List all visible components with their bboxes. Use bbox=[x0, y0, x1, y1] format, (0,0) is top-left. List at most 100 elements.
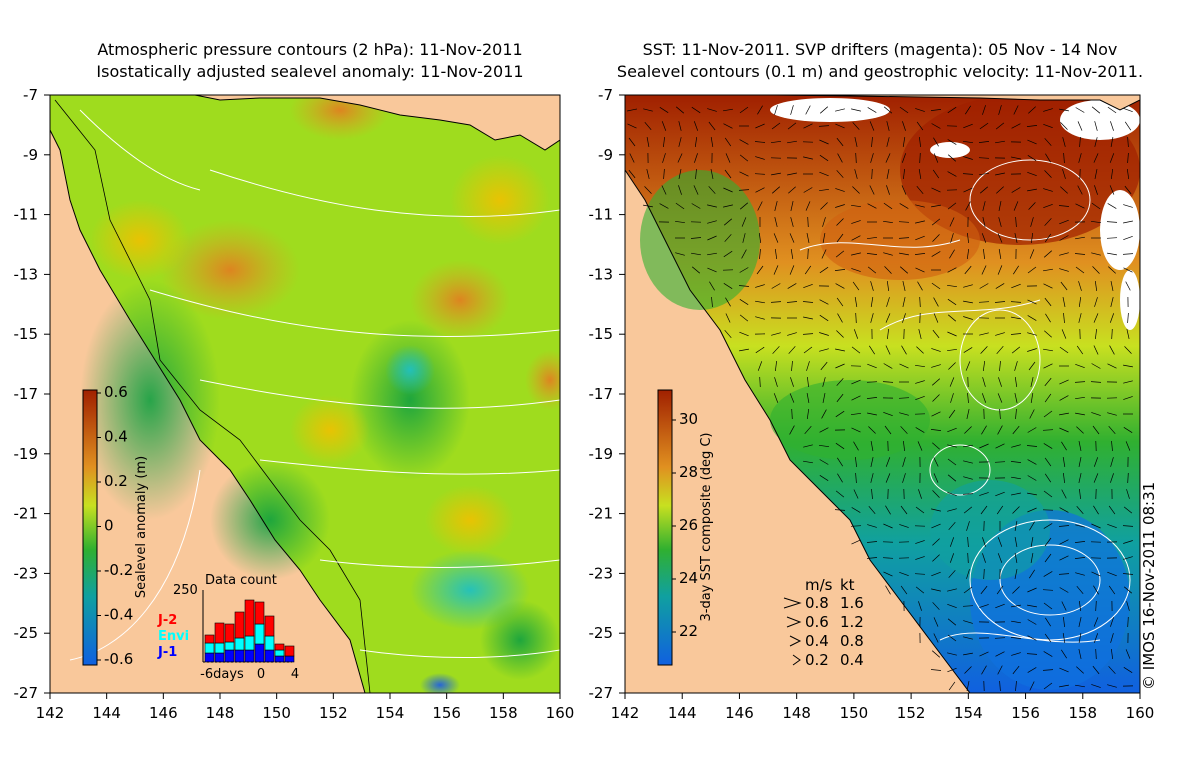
velocity-arrow bbox=[995, 283, 1005, 289]
velocity-arrow bbox=[1093, 473, 1099, 483]
left-coastline bbox=[50, 129, 366, 693]
velocity-arrow bbox=[1027, 299, 1037, 305]
velocity-arrow bbox=[996, 345, 1004, 355]
velocity-arrow bbox=[854, 297, 858, 307]
velocity-arrow bbox=[819, 154, 829, 162]
velocity-arrow bbox=[1123, 427, 1133, 433]
velocity-arrow bbox=[1011, 476, 1021, 480]
velocity-arrow bbox=[1058, 573, 1070, 575]
velocity-arrow bbox=[902, 281, 906, 291]
velocity-arrow bbox=[1091, 571, 1101, 577]
velocity-arrow bbox=[1075, 412, 1085, 416]
velocity-arrow bbox=[1095, 648, 1097, 660]
velocity-arrow bbox=[980, 346, 988, 354]
velocity-arrow bbox=[1028, 202, 1036, 210]
velocity-arrow bbox=[933, 457, 939, 467]
velocity-arrow bbox=[983, 568, 985, 580]
velocity-arrow bbox=[1092, 266, 1100, 274]
velocity-arrow bbox=[1026, 445, 1038, 447]
velocity-arrow bbox=[1045, 313, 1051, 323]
velocity-arrow bbox=[1012, 586, 1020, 594]
velocity-arrow bbox=[1027, 604, 1037, 608]
velocity-arrow bbox=[1015, 680, 1017, 692]
velocity-arrow bbox=[931, 650, 941, 658]
velocity-arrow bbox=[1010, 461, 1022, 463]
velocity-key-arrow bbox=[783, 597, 802, 609]
inset-title: Data count bbox=[205, 573, 277, 588]
inset-bar bbox=[234, 649, 245, 663]
velocity-arrow bbox=[933, 633, 939, 643]
velocity-arrow bbox=[663, 168, 665, 180]
velocity-arrow bbox=[1111, 440, 1113, 452]
x-tick-label: 146 bbox=[725, 704, 754, 722]
velocity-arrow bbox=[979, 186, 989, 194]
velocity-arrow bbox=[850, 412, 862, 416]
velocity-arrow bbox=[1107, 523, 1117, 529]
velocity-key-kt: 0.4 bbox=[840, 651, 864, 669]
inset-bar bbox=[264, 615, 275, 637]
velocity-arrow bbox=[818, 125, 830, 127]
velocity-arrow bbox=[883, 106, 893, 114]
velocity-arrow bbox=[835, 442, 845, 450]
velocity-arrow bbox=[948, 681, 956, 691]
velocity-arrow bbox=[1044, 233, 1052, 243]
velocity-arrow bbox=[1127, 616, 1129, 628]
velocity-arrow bbox=[739, 154, 749, 162]
velocity-arrow bbox=[739, 314, 749, 322]
velocity-arrow bbox=[931, 571, 941, 577]
velocity-arrow bbox=[708, 121, 716, 131]
velocity-arrow bbox=[771, 283, 781, 289]
velocity-arrow bbox=[711, 296, 713, 308]
velocity-arrow bbox=[1075, 203, 1085, 209]
velocity-arrow bbox=[1111, 328, 1113, 340]
velocity-arrow bbox=[962, 140, 974, 144]
velocity-arrow bbox=[837, 457, 843, 467]
velocity-arrow bbox=[931, 123, 941, 129]
velocity-arrow bbox=[1042, 589, 1054, 591]
velocity-arrow bbox=[851, 108, 861, 112]
velocity-arrow bbox=[723, 123, 733, 129]
velocity-arrow bbox=[851, 379, 861, 385]
velocity-arrow bbox=[899, 524, 909, 528]
velocity-arrow bbox=[757, 105, 763, 115]
left-pressure-contours bbox=[69, 109, 560, 661]
velocity-arrow bbox=[919, 296, 921, 308]
velocity-arrow bbox=[772, 346, 780, 354]
velocity-arrow bbox=[995, 140, 1005, 144]
velocity-arrow bbox=[1061, 441, 1067, 451]
velocity-arrow bbox=[820, 361, 828, 371]
velocity-arrow bbox=[1107, 252, 1117, 256]
velocity-arrow bbox=[999, 408, 1001, 420]
velocity-arrow bbox=[1043, 602, 1053, 610]
inset-bar bbox=[224, 623, 235, 643]
velocity-arrow bbox=[1027, 459, 1037, 465]
velocity-arrow bbox=[1013, 201, 1019, 211]
velocity-arrow bbox=[710, 169, 714, 179]
velocity-arrow bbox=[903, 440, 905, 452]
velocity-arrow bbox=[675, 106, 685, 114]
velocity-arrow bbox=[1108, 425, 1116, 435]
velocity-arrow bbox=[1110, 297, 1114, 307]
colorbar-tick-label: -0.4 bbox=[104, 606, 133, 624]
velocity-arrow bbox=[982, 377, 986, 387]
velocity-arrow bbox=[1095, 328, 1097, 340]
velocity-arrow bbox=[1094, 169, 1098, 179]
velocity-arrow bbox=[915, 395, 925, 401]
velocity-arrow bbox=[803, 346, 813, 354]
x-tick-label: 158 bbox=[489, 704, 518, 722]
velocity-arrow bbox=[1075, 684, 1085, 688]
velocity-arrow bbox=[723, 187, 733, 193]
velocity-arrow bbox=[1108, 666, 1116, 674]
velocity-arrow bbox=[1027, 188, 1037, 192]
x-tick-label: 144 bbox=[668, 704, 697, 722]
velocity-arrow bbox=[644, 121, 652, 131]
velocity-key-ms: 0.2 bbox=[805, 651, 829, 669]
velocity-arrow bbox=[1027, 619, 1037, 625]
velocity-arrow bbox=[1044, 473, 1052, 483]
velocity-arrow bbox=[819, 266, 829, 274]
velocity-arrow bbox=[995, 603, 1005, 609]
velocity-arrow bbox=[1077, 185, 1083, 195]
velocity-arrow bbox=[932, 234, 940, 242]
velocity-arrow bbox=[1044, 297, 1052, 307]
